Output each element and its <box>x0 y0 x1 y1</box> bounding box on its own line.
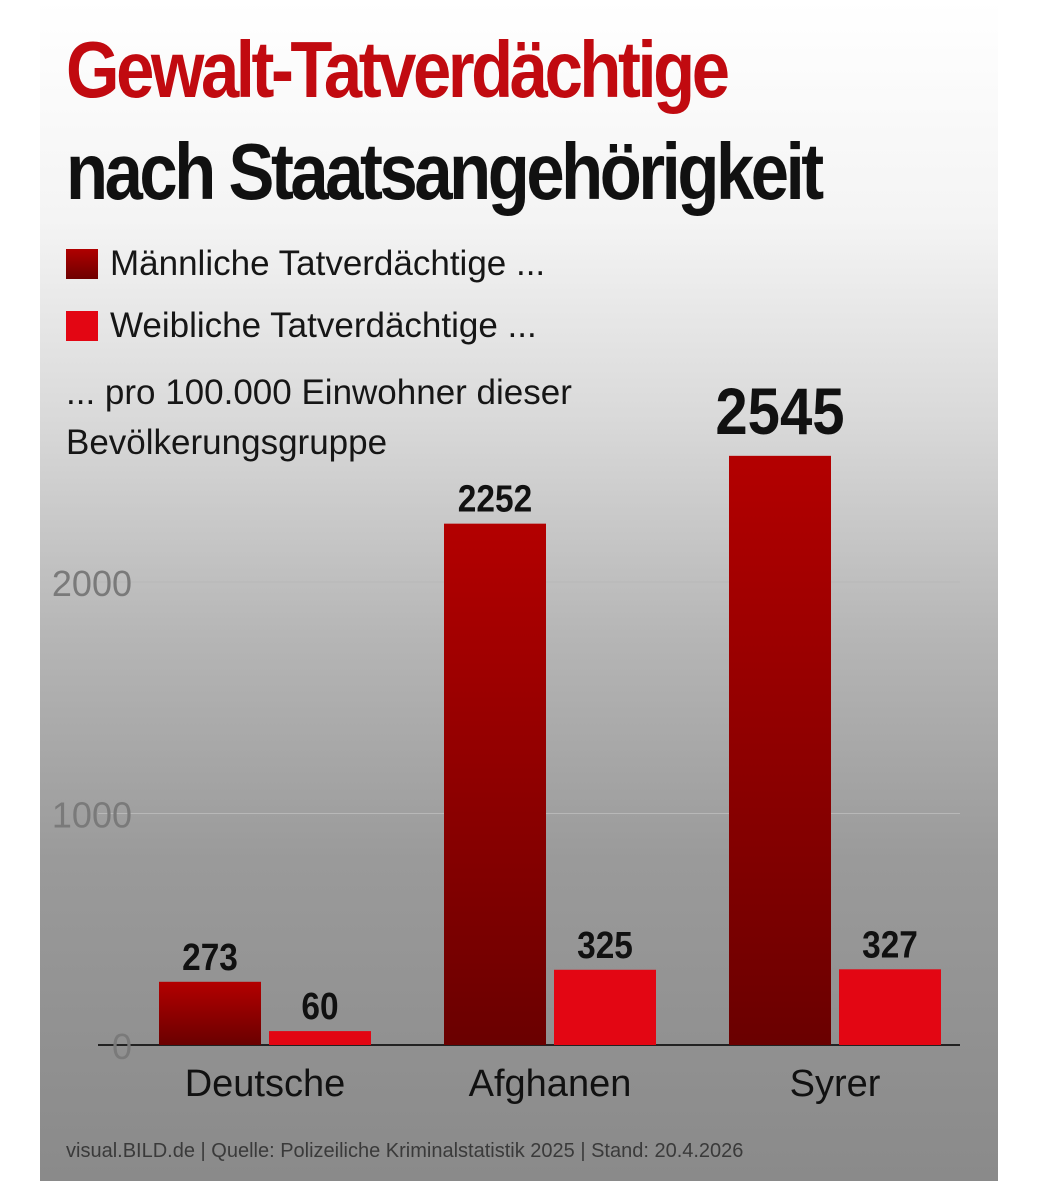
value-labels: 273 60 2252 325 2545 327 <box>182 375 918 1027</box>
value-label-female: 60 <box>301 985 338 1027</box>
legend-item-female: Weibliche Tatverdächtige ... <box>66 306 537 346</box>
y-tick-label: 1000 <box>52 795 132 836</box>
value-label-male: 273 <box>182 936 238 978</box>
y-tick-label: 0 <box>112 1026 132 1067</box>
source-note: visual.BILD.de | Quelle: Polizeiliche Kr… <box>66 1140 744 1162</box>
bar-chart: 0 1000 2000 273 60 2252 325 2545 327 Deutsche Af… <box>52 375 960 1105</box>
value-label-female: 327 <box>862 923 918 965</box>
bar-female <box>269 1031 371 1045</box>
legend-label-male: Männliche Tatverdächtige ... <box>110 244 546 283</box>
value-label-male: 2545 <box>715 375 844 448</box>
value-label-male: 2252 <box>458 478 532 520</box>
legend-note: ... pro 100.000 Einwohner dieser Bevölke… <box>66 373 572 462</box>
bar-female <box>839 969 941 1045</box>
y-axis: 0 1000 2000 <box>52 563 132 1067</box>
chart-title-line-1: Gewalt-Tatverdächtige <box>66 25 730 114</box>
x-tick-label: Deutsche <box>185 1063 346 1105</box>
bar-female <box>554 969 656 1045</box>
x-tick-label: Afghanen <box>469 1063 632 1105</box>
value-label-female: 325 <box>577 924 633 966</box>
x-tick-label: Syrer <box>790 1063 881 1105</box>
chart-panel: Gewalt-Tatverdächtige nach Staatsangehör… <box>40 0 998 1181</box>
bars <box>159 455 941 1045</box>
bar-male <box>729 455 831 1045</box>
legend-item-male: Männliche Tatverdächtige ... <box>66 244 545 284</box>
legend-swatch-male <box>66 249 98 279</box>
bar-male <box>444 523 546 1045</box>
chart-title-line-2: nach Staatsangehörigkeit <box>66 127 824 216</box>
x-axis: Deutsche Afghanen Syrer <box>185 1063 881 1105</box>
legend-swatch-female <box>66 311 98 341</box>
y-tick-label: 2000 <box>52 563 132 604</box>
legend-label-female: Weibliche Tatverdächtige ... <box>110 306 537 345</box>
bar-male <box>159 981 261 1045</box>
